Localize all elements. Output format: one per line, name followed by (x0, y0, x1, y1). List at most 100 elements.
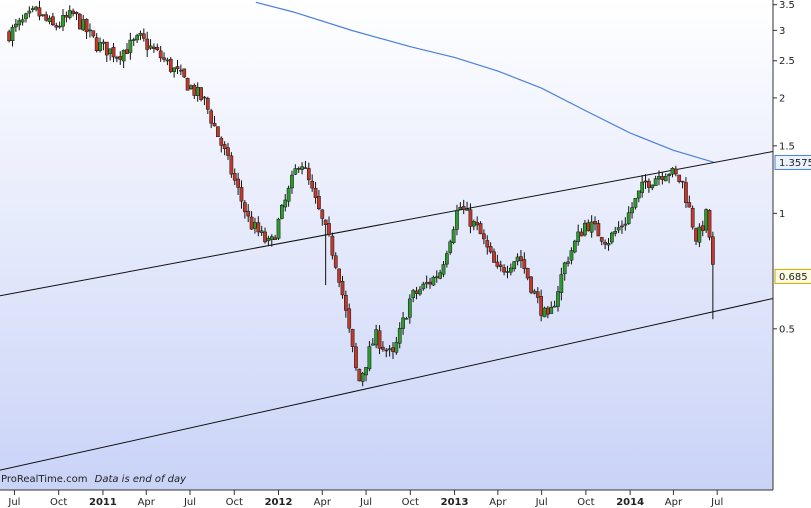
candle-body (438, 272, 442, 279)
y-tick-label: 3 (779, 26, 785, 37)
candle-body (47, 17, 52, 22)
candle-body (67, 10, 72, 18)
candle-body (539, 296, 543, 316)
candle-body (364, 367, 368, 376)
candle-body (253, 222, 257, 229)
candle-body (20, 19, 25, 23)
candle-body (81, 19, 86, 31)
candle-body (283, 199, 288, 208)
candle-body (135, 35, 139, 41)
last-price-tag: 0.685 (779, 272, 808, 283)
x-tick-label: Jul (7, 497, 20, 508)
candle-body (165, 59, 170, 62)
candle-body (643, 180, 648, 183)
candle-body (657, 176, 661, 180)
candle-body (606, 243, 611, 246)
candle-body (306, 168, 311, 181)
candle-body (640, 181, 645, 193)
candle-body (498, 264, 503, 267)
candle-body (354, 346, 358, 369)
candle-body (34, 6, 38, 10)
candle-body (694, 228, 698, 242)
candle-body (647, 180, 651, 188)
candle-body (684, 182, 688, 203)
channel-lower-line (0, 297, 774, 471)
candle-body (168, 58, 173, 72)
candle-body (263, 231, 267, 243)
candle-body (242, 202, 247, 213)
x-tick-label: 2012 (265, 497, 293, 508)
candle-body (101, 41, 106, 44)
candle-body (256, 222, 261, 233)
candle-body (229, 155, 234, 175)
candle-body (125, 49, 129, 54)
candle-body (421, 283, 426, 290)
candle-body (202, 96, 207, 99)
candle-body (613, 231, 618, 234)
candle-body (192, 85, 197, 96)
candle-body (381, 346, 385, 350)
x-tick-label: Oct (402, 497, 419, 508)
candle-body (610, 232, 614, 243)
candle-body (633, 197, 638, 208)
y-tick-label: 2 (779, 93, 785, 104)
x-tick-label: Apr (314, 497, 332, 508)
candle-body (519, 256, 523, 261)
candle-body (148, 45, 153, 49)
candle-body (468, 209, 473, 227)
candle-body (623, 223, 628, 226)
candle-body (138, 32, 143, 36)
candle-body (27, 10, 32, 14)
candle-body (323, 219, 328, 225)
candle-body (687, 202, 692, 208)
candle-body (673, 168, 678, 175)
candle-body (357, 368, 362, 382)
moving-average-value-tag: 1.3575 (779, 158, 811, 169)
candle-body (246, 210, 251, 217)
candle-body (431, 276, 436, 286)
candle-body (407, 298, 412, 318)
moving-average-layer (255, 1, 715, 164)
candle-body (179, 69, 183, 72)
x-tick-label: Apr (489, 497, 507, 508)
candle-body (620, 225, 624, 228)
candle-body (404, 318, 409, 320)
candle-body (17, 20, 22, 26)
candle-body (7, 31, 11, 42)
candle-body (680, 180, 685, 183)
candle-body (162, 57, 166, 60)
candle-body (327, 223, 331, 235)
candle-body (128, 39, 133, 53)
candle-body (259, 230, 264, 233)
candle-body (172, 67, 176, 72)
candle-body (360, 373, 365, 382)
candle-body (512, 261, 517, 270)
candle-body (630, 207, 634, 214)
x-tick-label: Apr (138, 497, 156, 508)
candle-body (74, 12, 79, 15)
candle-body (290, 174, 294, 189)
candle-body (266, 238, 271, 242)
y-tick-label: 2.5 (779, 56, 795, 67)
candle-body (596, 223, 601, 237)
candle-body (515, 256, 520, 262)
candle-body (451, 229, 456, 243)
candle-body (212, 122, 217, 127)
candle-body (700, 225, 705, 231)
x-tick-label: 2013 (441, 497, 469, 508)
moving-average-line (255, 1, 715, 164)
candle-body (104, 41, 109, 56)
candle-body (704, 209, 708, 231)
candle-body (455, 210, 459, 230)
candle-body (707, 210, 712, 238)
x-tick-label: Apr (665, 497, 683, 508)
candle-body (418, 289, 422, 295)
candle-body (690, 208, 695, 228)
candle-body (313, 188, 318, 198)
candle-body (108, 48, 113, 54)
candle-body (566, 261, 570, 264)
candle-body (57, 25, 62, 28)
candle-body (320, 209, 325, 219)
candle-body (391, 347, 395, 352)
candle-body (347, 308, 352, 329)
